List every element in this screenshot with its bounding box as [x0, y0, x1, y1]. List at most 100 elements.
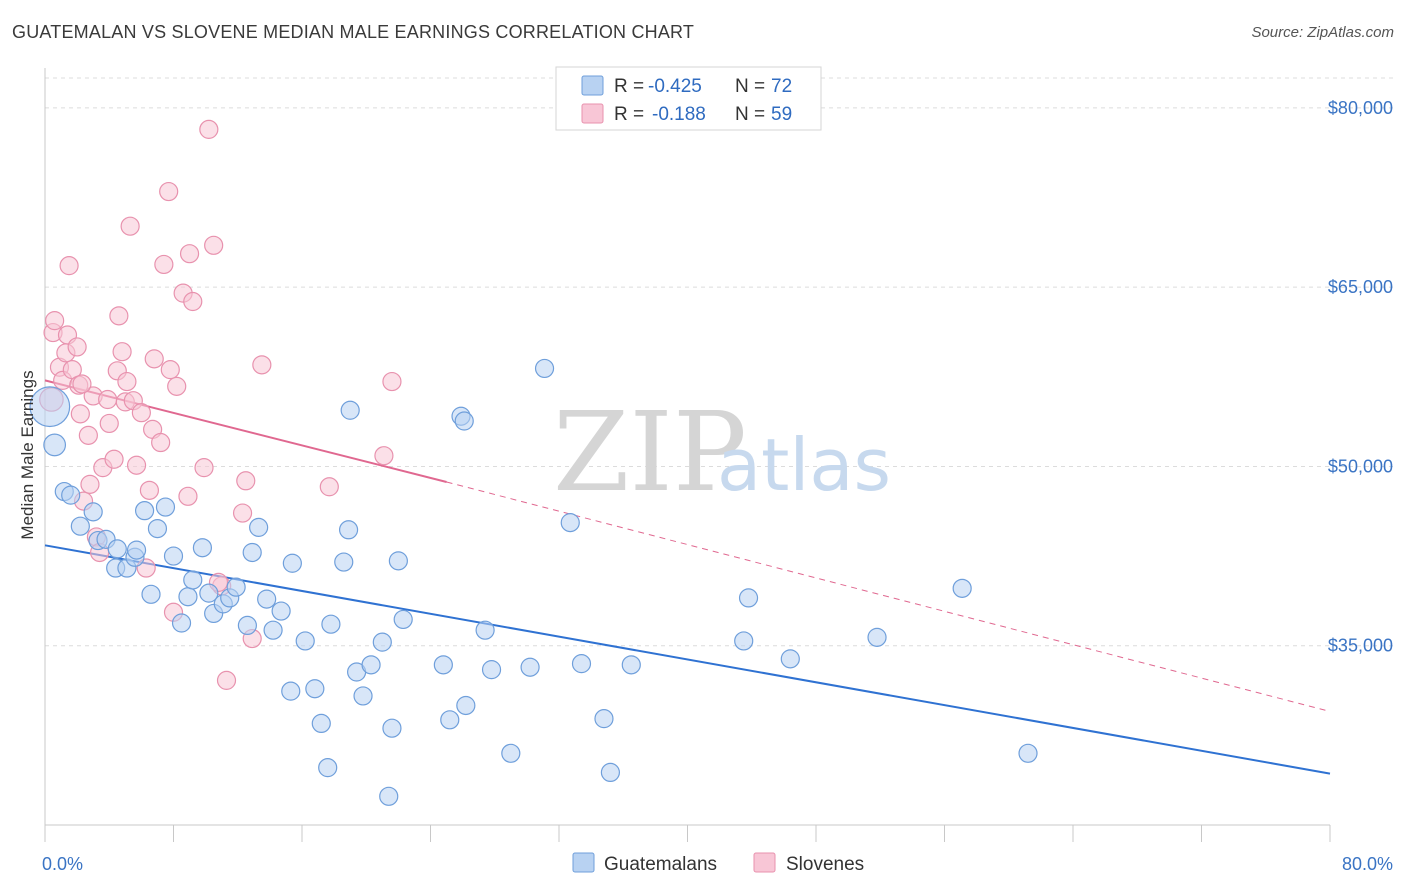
- point-guatemalans-28: [249, 517, 269, 537]
- point-slovenes-35: [151, 432, 171, 453]
- correlation-legend: R = -0.425 N = 72 R = -0.188 N = 59: [555, 66, 822, 131]
- point-guatemalans-57: [501, 743, 521, 763]
- point-guatemalans-49: [393, 609, 413, 630]
- point-guatemalans-48: [388, 551, 408, 571]
- point-guatemalans-67: [780, 649, 800, 669]
- point-slovenes-20: [99, 413, 119, 434]
- bottom-legend-swatch-pink: [753, 852, 776, 873]
- watermark: ZIP atlas: [553, 388, 891, 516]
- point-slovenes-37: [159, 181, 179, 202]
- point-guatemalans-53: [454, 411, 474, 431]
- point-guatemalans-18: [178, 587, 198, 607]
- point-slovenes-30: [131, 403, 151, 423]
- point-slovenes-49: [216, 670, 237, 690]
- point-guatemalans-40: [338, 520, 359, 540]
- point-guatemalans-4: [70, 516, 90, 536]
- point-guatemalans-70: [1018, 743, 1038, 763]
- point-guatemalans-0: [29, 386, 71, 428]
- point-slovenes-55: [374, 446, 394, 466]
- bottom-legend-guatemalans: Guatemalans: [604, 854, 717, 875]
- trendline-guatemalans: [44, 544, 1331, 775]
- bottom-legend-swatch-blue: [572, 852, 595, 873]
- legend-r-label-2: R =: [614, 104, 644, 125]
- point-guatemalans-21: [199, 583, 219, 603]
- point-guatemalans-58: [520, 657, 540, 677]
- point-slovenes-36: [154, 254, 174, 275]
- point-guatemalans-8: [107, 539, 127, 559]
- point-slovenes-47: [204, 235, 224, 255]
- point-guatemalans-63: [600, 762, 621, 783]
- y-tick-labels: $80,000 $65,000 $50,000 $35,000: [1328, 98, 1393, 656]
- point-guatemalans-20: [192, 538, 213, 558]
- point-guatemalans-3: [61, 485, 81, 505]
- point-guatemalans-65: [734, 631, 754, 651]
- point-guatemalans-16: [163, 546, 184, 566]
- point-slovenes-43: [179, 244, 200, 264]
- point-guatemalans-61: [571, 654, 592, 674]
- point-slovenes-24: [112, 342, 132, 362]
- point-slovenes-45: [194, 458, 214, 478]
- point-slovenes-58: [72, 374, 92, 394]
- watermark-atlas: atlas: [717, 423, 891, 507]
- legend-r-label-1: R =: [614, 76, 644, 97]
- legend-n-label-1: N =: [735, 76, 765, 97]
- point-slovenes-38: [160, 360, 180, 380]
- y-tick-label-2: $50,000: [1328, 456, 1393, 476]
- point-guatemalans-69: [952, 578, 972, 598]
- point-guatemalans-30: [263, 620, 283, 640]
- legend-n-value-2: 59: [771, 104, 792, 125]
- point-guatemalans-44: [361, 655, 381, 675]
- point-slovenes-23: [109, 306, 129, 326]
- point-guatemalans-25: [226, 577, 246, 597]
- point-guatemalans-31: [271, 601, 291, 621]
- point-slovenes-32: [139, 480, 160, 500]
- point-slovenes-56: [382, 371, 402, 392]
- point-guatemalans-45: [372, 632, 392, 652]
- point-guatemalans-46: [379, 786, 399, 806]
- legend-swatch-blue: [581, 75, 604, 96]
- data-points: [29, 119, 1038, 806]
- point-slovenes-11: [70, 404, 90, 424]
- point-guatemalans-71: [126, 540, 147, 560]
- legend-r-value-2: -0.188: [652, 104, 706, 125]
- point-slovenes-34: [144, 349, 164, 369]
- point-guatemalans-60: [560, 513, 580, 533]
- point-slovenes-44: [183, 291, 203, 312]
- point-guatemalans-33: [281, 681, 301, 701]
- point-guatemalans-66: [738, 588, 759, 608]
- watermark-zip: ZIP: [553, 388, 747, 516]
- point-slovenes-54: [319, 477, 339, 497]
- point-slovenes-7: [59, 256, 79, 276]
- point-guatemalans-32: [282, 553, 302, 573]
- legend-n-label-2: N =: [735, 104, 765, 125]
- point-guatemalans-68: [867, 627, 887, 647]
- point-guatemalans-12: [134, 501, 155, 521]
- point-guatemalans-19: [183, 570, 203, 590]
- legend-swatch-pink: [581, 103, 604, 124]
- point-slovenes-14: [80, 474, 100, 494]
- x-tick-labels: 0.0% 80.0%: [42, 854, 1393, 874]
- point-guatemalans-54: [456, 695, 476, 716]
- point-guatemalans-59: [534, 358, 555, 379]
- point-guatemalans-13: [141, 584, 161, 604]
- point-slovenes-53: [252, 355, 272, 375]
- point-guatemalans-26: [237, 615, 257, 636]
- point-guatemalans-15: [155, 497, 176, 517]
- point-guatemalans-5: [83, 502, 103, 522]
- point-guatemalans-17: [171, 613, 192, 633]
- point-slovenes-29: [126, 455, 147, 475]
- point-slovenes-13: [78, 425, 98, 445]
- y-tick-label-0: $80,000: [1328, 98, 1393, 118]
- point-guatemalans-55: [475, 620, 495, 640]
- point-slovenes-9: [67, 337, 87, 357]
- point-guatemalans-41: [340, 400, 360, 420]
- point-guatemalans-64: [621, 655, 641, 675]
- y-axis-label: Median Male Earnings: [18, 370, 37, 539]
- source-credit: Source: ZipAtlas.com: [1251, 24, 1394, 41]
- point-guatemalans-37: [318, 758, 338, 778]
- point-guatemalans-43: [353, 686, 373, 706]
- point-slovenes-21: [104, 449, 124, 469]
- point-guatemalans-39: [334, 552, 354, 572]
- point-guatemalans-38: [321, 614, 341, 634]
